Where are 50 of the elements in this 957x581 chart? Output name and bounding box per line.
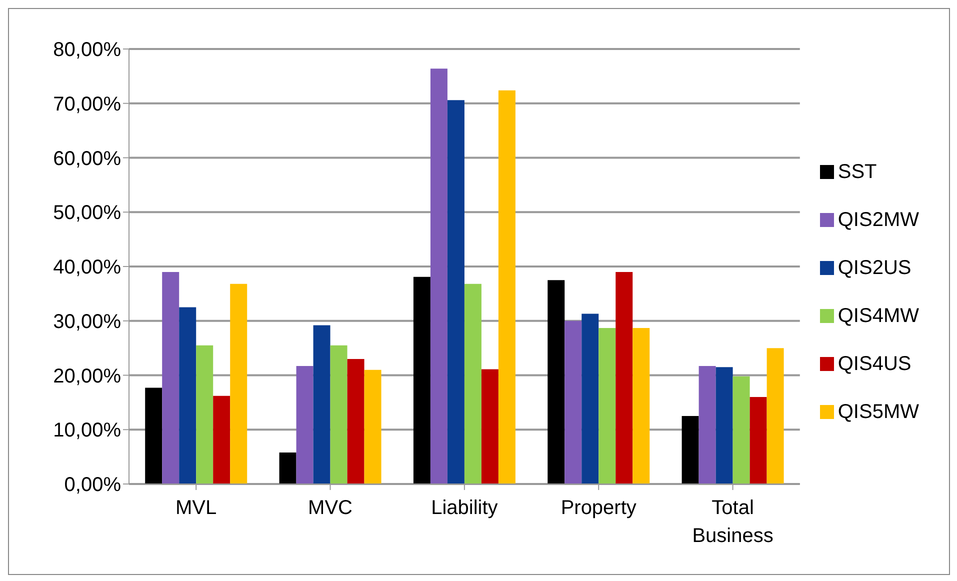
y-tick-label: 50,00% bbox=[53, 202, 122, 224]
bar bbox=[230, 284, 248, 484]
y-tick-label: 0,00% bbox=[64, 474, 122, 496]
legend-label: QIS5MW bbox=[838, 400, 919, 422]
y-tick-label: 10,00% bbox=[53, 420, 122, 442]
bar bbox=[179, 307, 196, 484]
bar bbox=[716, 367, 733, 484]
bar bbox=[498, 90, 516, 484]
bar bbox=[464, 284, 482, 484]
y-tick-label: 30,00% bbox=[53, 310, 122, 333]
bar bbox=[616, 272, 633, 484]
bar bbox=[698, 366, 716, 484]
bar bbox=[582, 314, 599, 484]
bar bbox=[196, 345, 214, 484]
bar bbox=[447, 100, 464, 484]
bar bbox=[481, 369, 498, 484]
bar bbox=[430, 68, 448, 484]
bar bbox=[162, 272, 180, 484]
bar bbox=[296, 366, 314, 484]
bar bbox=[145, 388, 162, 484]
x-tick-label: Total Business bbox=[692, 497, 774, 547]
bar bbox=[766, 348, 784, 484]
bar bbox=[313, 325, 330, 484]
bar bbox=[364, 370, 382, 484]
y-tick-label: 40,00% bbox=[53, 256, 122, 279]
legend-label: SST bbox=[838, 160, 877, 182]
legend-label: QIS2US bbox=[838, 256, 912, 278]
y-tick-label: 20,00% bbox=[53, 365, 122, 388]
bar bbox=[213, 396, 230, 484]
x-tick-label: MVL bbox=[176, 497, 217, 519]
x-tick-label: Property bbox=[560, 497, 636, 519]
bar bbox=[279, 452, 296, 484]
bar bbox=[548, 280, 565, 484]
legend-label: QIS4MW bbox=[838, 304, 919, 326]
bar bbox=[564, 320, 582, 484]
y-tick-label: 70,00% bbox=[53, 93, 122, 116]
x-tick-label: MVC bbox=[308, 497, 352, 519]
bar bbox=[330, 345, 348, 484]
legend-label: QIS4US bbox=[838, 352, 912, 374]
bar bbox=[413, 276, 430, 484]
bar bbox=[347, 358, 364, 484]
bar bbox=[682, 416, 699, 484]
bar bbox=[598, 328, 616, 484]
legend-label: QIS2MW bbox=[838, 208, 919, 230]
y-tick-label: 60,00% bbox=[53, 148, 122, 170]
y-tick-label: 80,00% bbox=[53, 39, 122, 62]
x-tick-label: Liability bbox=[431, 497, 498, 519]
bar bbox=[750, 397, 767, 484]
bar bbox=[632, 328, 650, 484]
bar bbox=[732, 376, 750, 484]
